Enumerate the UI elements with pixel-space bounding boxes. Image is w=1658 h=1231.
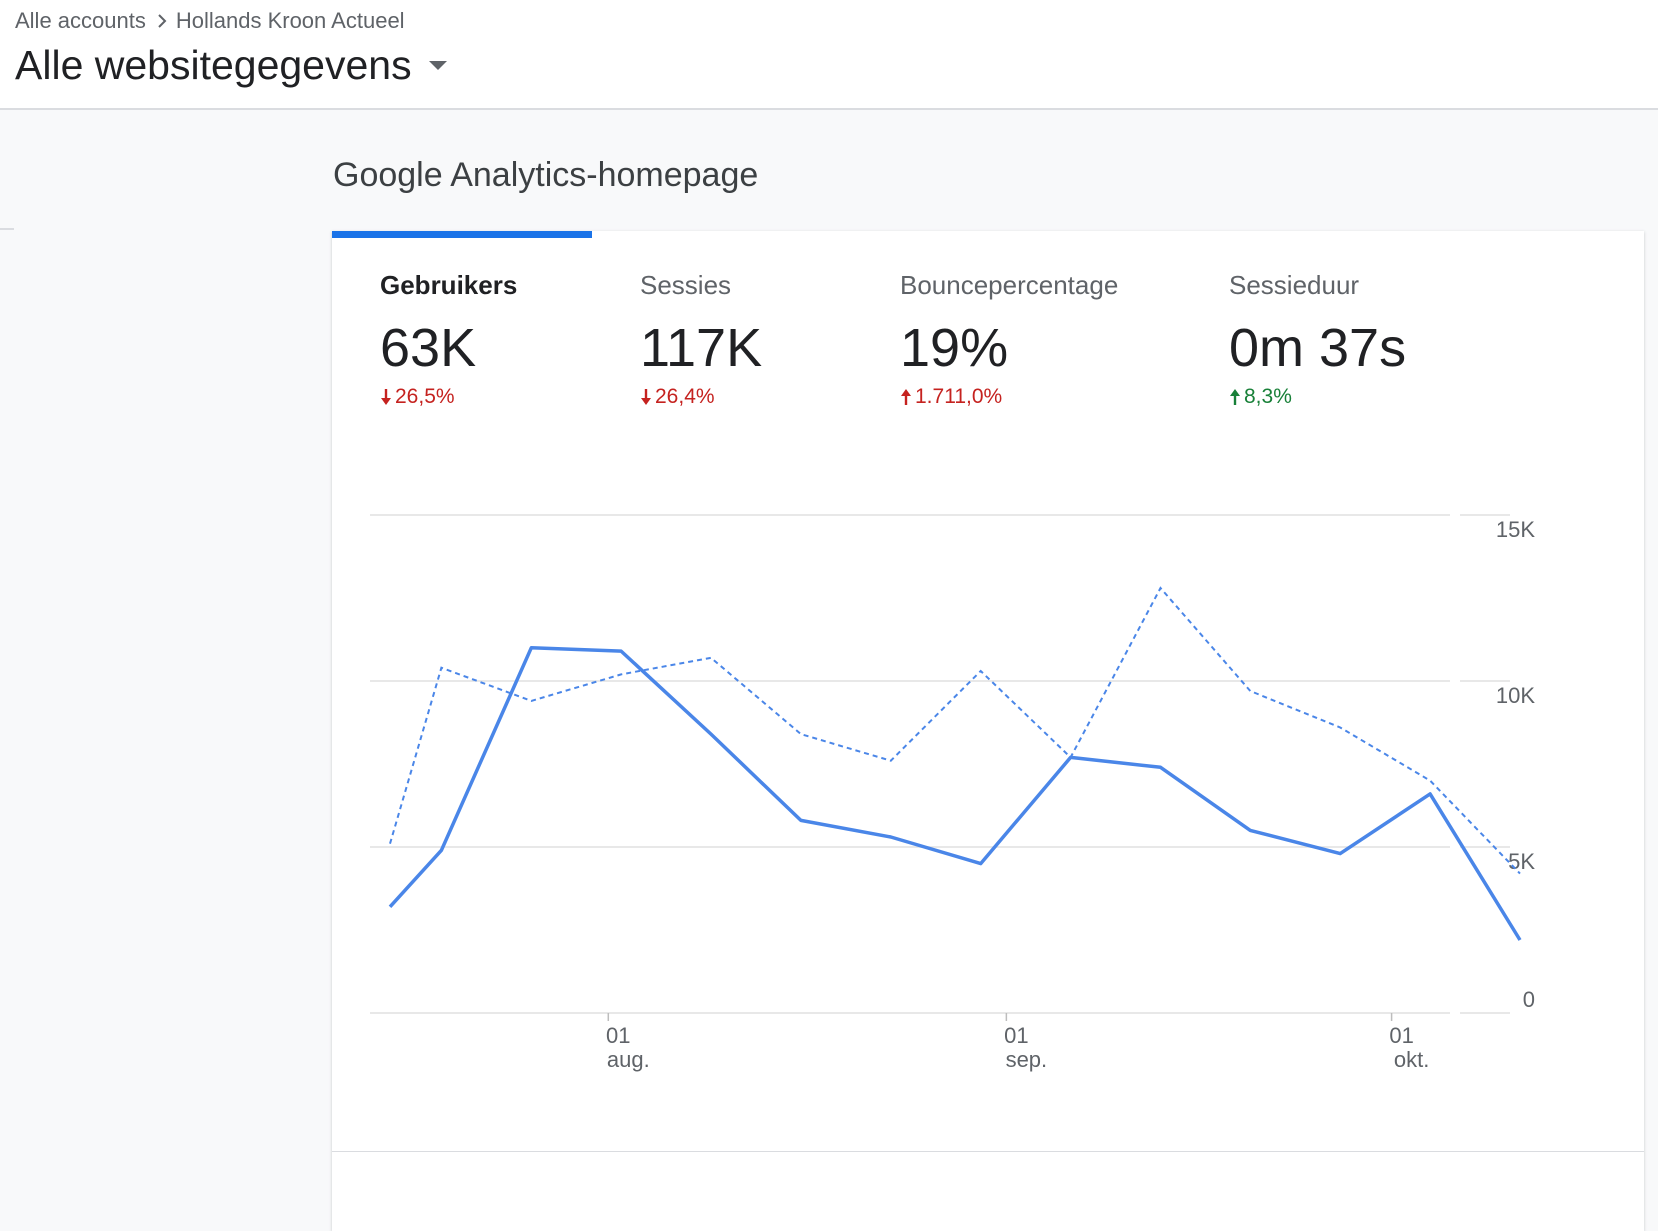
metric-change: 1.711,0% (900, 385, 1118, 409)
x-tick-month-label: okt. (1394, 1047, 1429, 1072)
metric-label: Bouncepercentage (900, 270, 1119, 300)
breadcrumb-account[interactable]: Alle accounts (15, 8, 146, 33)
metric-label: Gebruikers (380, 270, 518, 300)
metric-change-value: 26,5% (395, 385, 455, 408)
metric-value: 117K (640, 318, 763, 378)
section-title: Google Analytics-homepage (333, 156, 759, 194)
y-tick-label: 0 (1523, 987, 1535, 1012)
header-bar: Alle accounts Hollands Kroon Actueel All… (0, 0, 1658, 110)
metric-tab-bounce-rate[interactable]: Bouncepercentage 19% 1.711,0% (900, 270, 1118, 409)
active-tab-indicator (332, 231, 592, 238)
arrow-up-icon (901, 389, 911, 405)
arrow-down-icon (641, 389, 651, 405)
x-tick-day-label: 01 (1389, 1023, 1413, 1048)
metric-change: 8,3% (1229, 385, 1406, 409)
metric-tab-users[interactable]: Gebruikers 63K 26,5% (380, 270, 517, 409)
y-tick-label: 10K (1496, 683, 1535, 708)
users-line (388, 646, 1522, 941)
metric-label: Sessieduur (1229, 270, 1360, 300)
view-selector[interactable]: Alle websitegegevens (15, 40, 448, 90)
metric-value: 19% (900, 318, 1009, 378)
caret-down-icon (428, 59, 448, 71)
previous-period-line (389, 586, 1521, 875)
x-tick-day-label: 01 (1004, 1023, 1028, 1048)
metric-change: 26,5% (380, 385, 517, 409)
x-tick-month-label: aug. (607, 1047, 650, 1072)
card-divider (332, 1151, 1644, 1152)
sidebar-divider (0, 228, 14, 230)
metric-change-value: 8,3% (1244, 385, 1292, 408)
view-selector-label: Alle websitegegevens (15, 41, 412, 88)
metric-change-value: 1.711,0% (915, 385, 1003, 408)
breadcrumb-property[interactable]: Hollands Kroon Actueel (175, 8, 405, 33)
arrow-down-icon (381, 389, 391, 405)
overview-card (332, 231, 1644, 1231)
metric-change: 26,4% (640, 385, 762, 409)
metric-change-value: 26,4% (655, 385, 715, 408)
metric-tab-sessions[interactable]: Sessies 117K 26,4% (640, 270, 762, 409)
breadcrumb: Alle accounts Hollands Kroon Actueel (15, 6, 405, 36)
y-tick-label: 5K (1508, 849, 1535, 874)
metric-value: 0m 37s (1229, 318, 1407, 378)
metric-tab-session-duration[interactable]: Sessieduur 0m 37s 8,3% (1229, 270, 1406, 409)
x-tick-month-label: sep. (1006, 1047, 1048, 1072)
metric-label: Sessies (640, 270, 732, 300)
x-tick-day-label: 01 (606, 1023, 630, 1048)
arrow-up-icon (1230, 389, 1240, 405)
y-tick-label: 15K (1496, 517, 1535, 542)
metric-value: 63K (380, 318, 477, 378)
chevron-right-icon (156, 12, 168, 30)
